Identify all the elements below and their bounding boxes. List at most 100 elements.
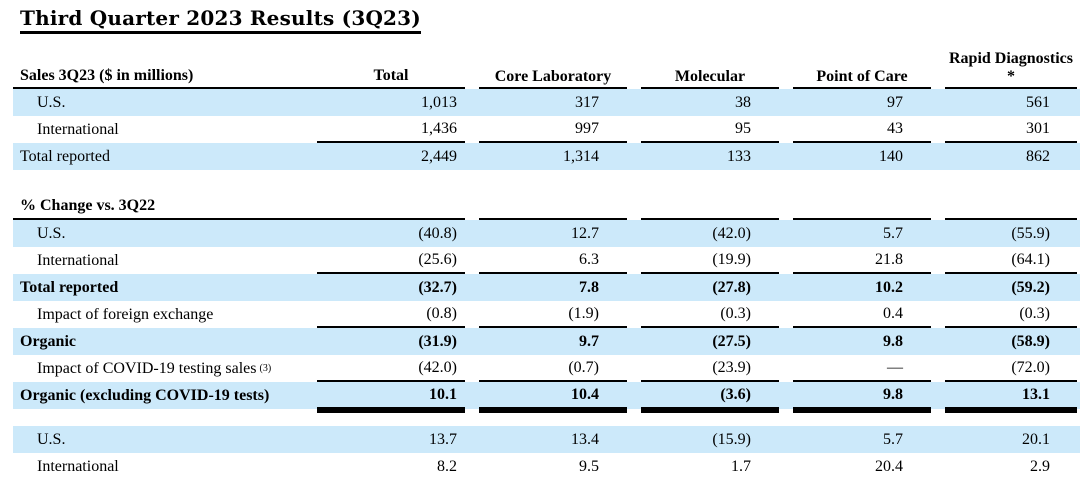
- row-label: U.S.: [37, 431, 66, 449]
- table-row: Organic (31.9) 9.7 (27.5) 9.8 (58.9): [13, 328, 1080, 356]
- row-label: International: [37, 458, 119, 476]
- cell-value: 2.9: [1030, 458, 1050, 476]
- table-header-row: Sales 3Q23 ($ in millions) Total Core La…: [13, 50, 1080, 90]
- cell-value: (0.3): [945, 301, 1077, 329]
- table-row: Organic (excluding COVID-19 tests) 10.1 10…: [13, 382, 1080, 410]
- section-bottom-partial: U.S. 13.7 13.4 (15.9) 5.7 20.1 International 8.…: [13, 426, 1080, 480]
- section-header-rule: [479, 210, 627, 221]
- cell-value: 133: [727, 148, 751, 166]
- section-pct-change-vs-3q22: % Change vs. 3Q22 U.S. (40.8) 12.7 (42.0) 5.7…: [13, 192, 1080, 410]
- section-sales-3q23: U.S. 1,013 317 38 97 561 International 1,436 997…: [13, 89, 1080, 171]
- cell-value: (0.8): [317, 301, 465, 329]
- cell-value: (64.1): [945, 247, 1077, 275]
- cell-value: (1.9): [479, 301, 627, 329]
- table-row: Impact of foreign exchange (0.8) (1.9) (0.3…: [13, 301, 1080, 329]
- cell-value: 12.7: [571, 225, 599, 243]
- cell-value: 9.5: [579, 458, 599, 476]
- section-header-rule: [945, 210, 1077, 221]
- cell-value: 10.1: [317, 382, 465, 410]
- cell-value: 38: [735, 94, 751, 112]
- table-row: U.S. (40.8) 12.7 (42.0) 5.7 (55.9): [13, 220, 1080, 248]
- section-header-rule: [641, 210, 779, 221]
- cell-value: 5.7: [883, 431, 903, 449]
- section-title: % Change vs. 3Q22: [20, 197, 156, 215]
- cell-value: (42.0): [712, 225, 751, 243]
- cell-value: (27.8): [712, 279, 751, 297]
- row-label: Total reported: [20, 148, 110, 166]
- cell-value: 6.3: [479, 247, 627, 275]
- section-header-row: % Change vs. 3Q22: [13, 192, 1080, 221]
- table-row: International 1,436 997 95 43 301: [13, 116, 1080, 144]
- column-header-point-of-care: Point of Care: [793, 68, 931, 90]
- column-header-label: Sales 3Q23 ($ in millions): [20, 67, 194, 85]
- row-label: International: [37, 121, 119, 139]
- cell-value: 13.4: [571, 431, 599, 449]
- cell-value: (3.6): [641, 382, 779, 410]
- column-header-rapid-diagnostics: Rapid Diagnostics *: [945, 50, 1077, 90]
- cell-value: 862: [1026, 148, 1050, 166]
- cell-value: (59.2): [1011, 279, 1050, 297]
- cell-value: 9.8: [883, 333, 903, 351]
- cell-value: (25.6): [317, 247, 465, 275]
- cell-value: 13.7: [429, 431, 457, 449]
- cell-value: 1,314: [563, 148, 599, 166]
- cell-value: (58.9): [1011, 333, 1050, 351]
- cell-value: 21.8: [793, 247, 931, 275]
- cell-value: 10.4: [479, 382, 627, 410]
- cell-value: 140: [879, 148, 903, 166]
- cell-value: (55.9): [1011, 225, 1050, 243]
- section-header-rule: [793, 210, 931, 221]
- cell-value: (0.7): [479, 355, 627, 383]
- section-spacer: [13, 170, 1080, 190]
- cell-value: 9.8: [793, 382, 931, 410]
- cell-value: (15.9): [712, 431, 751, 449]
- table-row: Total reported (32.7) 7.8 (27.8) 10.2 (59.2): [13, 274, 1080, 302]
- column-header-molecular: Molecular: [641, 68, 779, 90]
- cell-value: (27.5): [712, 333, 751, 351]
- table-row: International (25.6) 6.3 (19.9) 21.8 (64.1): [13, 247, 1080, 275]
- table-row: U.S. 1,013 317 38 97 561: [13, 89, 1080, 117]
- cell-value: (32.7): [418, 279, 457, 297]
- cell-value: 97: [887, 94, 903, 112]
- cell-value: 7.8: [579, 279, 599, 297]
- cell-value: (19.9): [641, 247, 779, 275]
- cell-value: 1,436: [317, 116, 465, 144]
- column-header-core-laboratory: Core Laboratory: [479, 68, 627, 90]
- cell-value: 5.7: [883, 225, 903, 243]
- cell-value: 997: [479, 116, 627, 144]
- table-row: International 8.2 9.5 1.7 20.4 2.9: [13, 453, 1080, 480]
- cell-value: 1.7: [731, 458, 751, 476]
- row-label: U.S.: [37, 225, 66, 243]
- section-header-group: % Change vs. 3Q22: [13, 197, 465, 221]
- cell-value: 20.1: [1022, 431, 1050, 449]
- cell-value: 13.1: [945, 382, 1077, 410]
- results-table: Sales 3Q23 ($ in millions) Total Core La…: [13, 50, 1080, 480]
- header-group-label-total: Sales 3Q23 ($ in millions) Total: [13, 67, 465, 90]
- row-label: Organic: [20, 333, 76, 351]
- column-header-total: Total: [373, 67, 409, 85]
- row-label: Impact of foreign exchange: [37, 306, 214, 324]
- table-row: Impact of COVID-19 testing sales (3) (42.0…: [13, 355, 1080, 383]
- cell-value: 1,013: [421, 94, 457, 112]
- cell-value: (31.9): [418, 333, 457, 351]
- cell-value: 20.4: [875, 458, 903, 476]
- section-spacer: [13, 409, 1080, 426]
- table-row: U.S. 13.7 13.4 (15.9) 5.7 20.1: [13, 426, 1080, 454]
- row-label: Organic (excluding COVID-19 tests): [20, 387, 270, 405]
- table-row: Total reported 2,449 1,314 133 140 862: [13, 143, 1080, 171]
- row-label: Total reported: [20, 279, 119, 297]
- row-label: U.S.: [37, 94, 66, 112]
- row-label: Impact of COVID-19 testing sales (3): [37, 360, 272, 378]
- cell-value: 0.4: [793, 301, 931, 329]
- cell-value: 2,449: [421, 148, 457, 166]
- cell-value: 10.2: [875, 279, 903, 297]
- cell-value: (23.9): [641, 355, 779, 383]
- page-title: Third Quarter 2023 Results (3Q23): [20, 6, 421, 34]
- cell-value: 95: [641, 116, 779, 144]
- cell-value: (42.0): [317, 355, 465, 383]
- row-label: International: [37, 252, 119, 270]
- cell-value: (0.3): [641, 301, 779, 329]
- cell-value: 8.2: [437, 458, 457, 476]
- cell-value: 561: [1026, 94, 1050, 112]
